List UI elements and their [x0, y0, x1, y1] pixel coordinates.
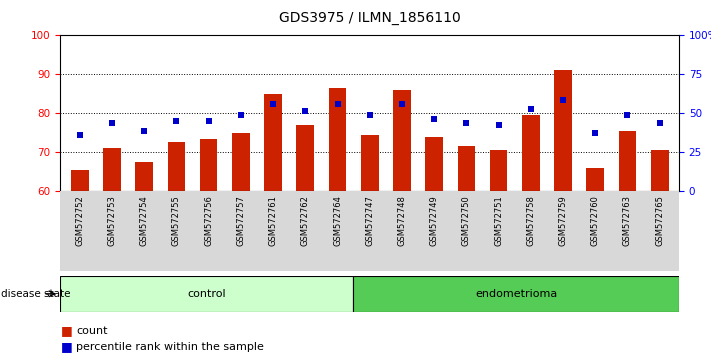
Text: endometrioma: endometrioma: [475, 289, 557, 299]
Text: GSM572751: GSM572751: [494, 195, 503, 246]
Text: GSM572761: GSM572761: [269, 195, 277, 246]
Text: disease state: disease state: [1, 289, 70, 299]
Bar: [651, 150, 668, 191]
Text: GDS3975 / ILMN_1856110: GDS3975 / ILMN_1856110: [279, 11, 461, 25]
Bar: [393, 90, 411, 191]
Text: GSM572762: GSM572762: [301, 195, 310, 246]
Text: percentile rank within the sample: percentile rank within the sample: [76, 342, 264, 352]
Text: GSM572753: GSM572753: [107, 195, 117, 246]
Text: GSM572749: GSM572749: [429, 195, 439, 246]
Text: ■: ■: [60, 325, 73, 337]
Bar: [587, 168, 604, 191]
Text: GSM572763: GSM572763: [623, 195, 632, 246]
Text: GSM572765: GSM572765: [655, 195, 664, 246]
Bar: [71, 170, 89, 191]
Bar: [522, 115, 540, 191]
Text: GSM572756: GSM572756: [204, 195, 213, 246]
Text: GSM572760: GSM572760: [591, 195, 600, 246]
Text: GSM572747: GSM572747: [365, 195, 374, 246]
Text: GSM572764: GSM572764: [333, 195, 342, 246]
Text: GSM572748: GSM572748: [397, 195, 407, 246]
Text: control: control: [188, 289, 226, 299]
Text: GSM572757: GSM572757: [236, 195, 245, 246]
Bar: [361, 135, 378, 191]
Bar: [619, 131, 636, 191]
Bar: [60, 276, 353, 312]
Bar: [490, 150, 508, 191]
Bar: [554, 70, 572, 191]
Bar: [457, 147, 475, 191]
Text: count: count: [76, 326, 107, 336]
Text: GSM572758: GSM572758: [526, 195, 535, 246]
Text: GSM572750: GSM572750: [462, 195, 471, 246]
Bar: [328, 88, 346, 191]
Bar: [168, 142, 186, 191]
Bar: [200, 138, 218, 191]
Text: GSM572755: GSM572755: [172, 195, 181, 246]
Bar: [264, 94, 282, 191]
Bar: [296, 125, 314, 191]
Bar: [353, 276, 679, 312]
Text: ■: ■: [60, 341, 73, 353]
Bar: [103, 148, 121, 191]
Bar: [425, 137, 443, 191]
Text: GSM572759: GSM572759: [559, 195, 567, 246]
Text: GSM572752: GSM572752: [75, 195, 85, 246]
Bar: [135, 162, 153, 191]
Bar: [232, 133, 250, 191]
Text: GSM572754: GSM572754: [139, 195, 149, 246]
